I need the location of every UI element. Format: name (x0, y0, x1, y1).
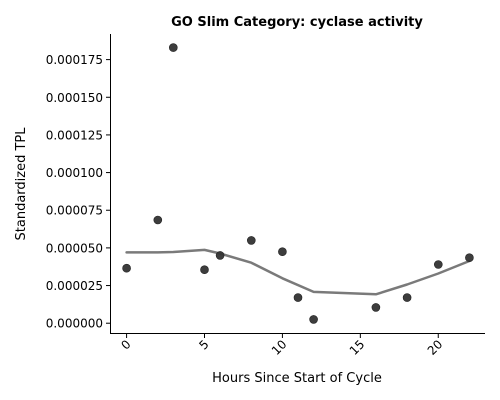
data-point (247, 236, 256, 245)
data-point (215, 251, 225, 260)
data-point (293, 293, 303, 302)
x-tick-label: 20 (425, 337, 446, 358)
data-point (153, 215, 163, 225)
x-tick-label: 10 (269, 337, 290, 358)
y-tick-label: 0.000150 (46, 91, 103, 105)
data-point (278, 247, 287, 256)
data-point (433, 260, 443, 269)
data-point (402, 293, 412, 302)
x-axis-label: Hours Since Start of Cycle (212, 371, 382, 386)
data-point (371, 303, 381, 312)
x-tick-label: 5 (196, 337, 211, 352)
data-point (200, 265, 209, 275)
y-tick-label: 0.000050 (46, 241, 103, 255)
x-axis: 0 5 10 15 20 (118, 333, 445, 358)
y-tick-label: 0.000100 (46, 166, 103, 180)
y-tick-label: 0.000075 (46, 204, 103, 218)
data-point (122, 263, 131, 273)
y-tick-label: 0.000125 (46, 128, 103, 142)
trend-line (125, 248, 471, 296)
y-tick-label: 0.000175 (46, 53, 103, 67)
x-tick-label: 0 (118, 337, 133, 352)
data-point (169, 43, 178, 52)
y-tick-label: 0.000000 (46, 317, 103, 331)
x-tick-label: 15 (347, 337, 368, 358)
data-point (309, 315, 318, 324)
y-tick-label: 0.000025 (46, 279, 103, 293)
points-layer (122, 43, 474, 324)
data-point (465, 253, 474, 263)
trend-layer (125, 248, 471, 296)
y-axis-label: Standardized TPL (14, 127, 29, 241)
y-axis: 0.000000 0.000025 0.000050 0.000075 0.000100… (46, 53, 111, 331)
chart-title: GO Slim Category: cyclase activity (171, 15, 423, 30)
